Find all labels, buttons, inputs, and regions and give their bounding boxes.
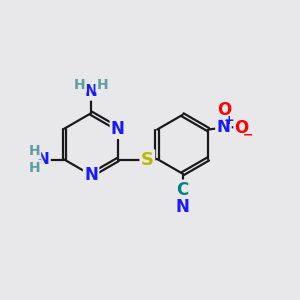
Text: H: H (97, 78, 108, 92)
Text: H: H (28, 161, 40, 175)
Text: N: N (217, 118, 230, 136)
Text: H: H (28, 144, 40, 158)
Text: +: + (224, 114, 235, 127)
Text: C: C (176, 181, 189, 199)
Text: N: N (37, 152, 50, 167)
Text: O: O (217, 100, 231, 118)
Text: N: N (85, 85, 98, 100)
Text: S: S (141, 151, 154, 169)
Text: O: O (235, 119, 249, 137)
Text: N: N (176, 198, 190, 216)
Text: −: − (242, 128, 253, 141)
Text: N: N (84, 166, 98, 184)
Text: H: H (74, 78, 86, 92)
Text: N: N (111, 120, 125, 138)
